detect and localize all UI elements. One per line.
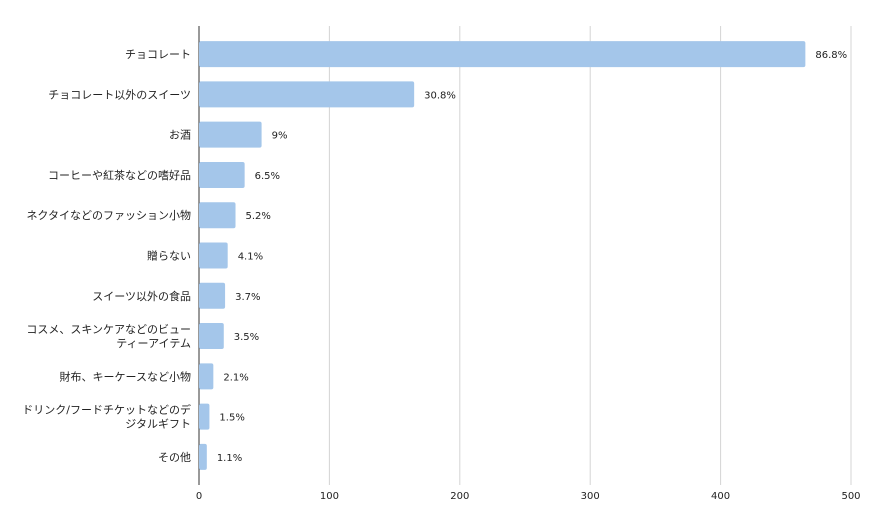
bar bbox=[199, 121, 262, 148]
bars bbox=[199, 41, 806, 470]
x-tick-label: 400 bbox=[711, 491, 730, 502]
category-label: 財布、キーケースなど小物 bbox=[60, 369, 191, 383]
data-label: 86.8% bbox=[815, 50, 847, 61]
category-label: チョコレート bbox=[125, 48, 191, 61]
category-label: チョコレート以外のスイーツ bbox=[48, 88, 191, 101]
data-label: 4.1% bbox=[238, 252, 263, 263]
data-label: 2.1% bbox=[223, 372, 248, 383]
bar bbox=[199, 282, 226, 309]
x-tick-label: 100 bbox=[320, 491, 339, 502]
data-label: 1.1% bbox=[217, 453, 242, 464]
x-tick-label: 300 bbox=[581, 491, 600, 502]
bar bbox=[199, 403, 210, 430]
category-label: その他 bbox=[158, 451, 191, 464]
category-label: 贈らない bbox=[147, 249, 191, 263]
bar bbox=[199, 202, 236, 229]
x-tick-label: 0 bbox=[196, 491, 202, 502]
data-label: 3.7% bbox=[235, 292, 260, 303]
data-label: 5.2% bbox=[246, 211, 271, 222]
bar bbox=[199, 161, 245, 188]
category-label: コスメ、スキンケアなどのビューティーアイテム bbox=[26, 323, 191, 350]
data-label: 3.5% bbox=[234, 332, 259, 343]
x-tick-label: 500 bbox=[841, 491, 860, 502]
data-label: 6.5% bbox=[255, 171, 280, 182]
data-label: 1.5% bbox=[219, 413, 244, 424]
x-tick-label: 200 bbox=[450, 491, 469, 502]
category-label: ネクタイなどのファッション小物 bbox=[26, 208, 191, 222]
data-label: 30.8% bbox=[424, 90, 456, 101]
category-label: スイーツ以外の食品 bbox=[92, 289, 191, 303]
data-labels: 86.8% 30.8% 9% 6.5% 5.2% 4.1% 3.7% 3.5% 2.1% 1.5%… bbox=[217, 50, 847, 464]
category-label: ドリンク/フードチケットなどのデジタルギフト bbox=[22, 403, 191, 431]
category-label: お酒 bbox=[169, 129, 191, 142]
bar bbox=[199, 323, 224, 350]
category-label: コーヒーや紅茶などの嗜好品 bbox=[48, 168, 191, 182]
bar bbox=[199, 81, 415, 108]
bar bbox=[199, 443, 207, 470]
bar bbox=[199, 242, 228, 269]
bar bbox=[199, 363, 214, 390]
x-axis-ticks: 0 100 200 300 400 500 bbox=[196, 491, 861, 502]
data-label: 9% bbox=[272, 131, 288, 142]
category-labels: チョコレートチョコレート以外のスイーツお酒コーヒーや紅茶などの嗜好品ネクタイなど… bbox=[22, 48, 191, 464]
bar bbox=[199, 41, 806, 68]
